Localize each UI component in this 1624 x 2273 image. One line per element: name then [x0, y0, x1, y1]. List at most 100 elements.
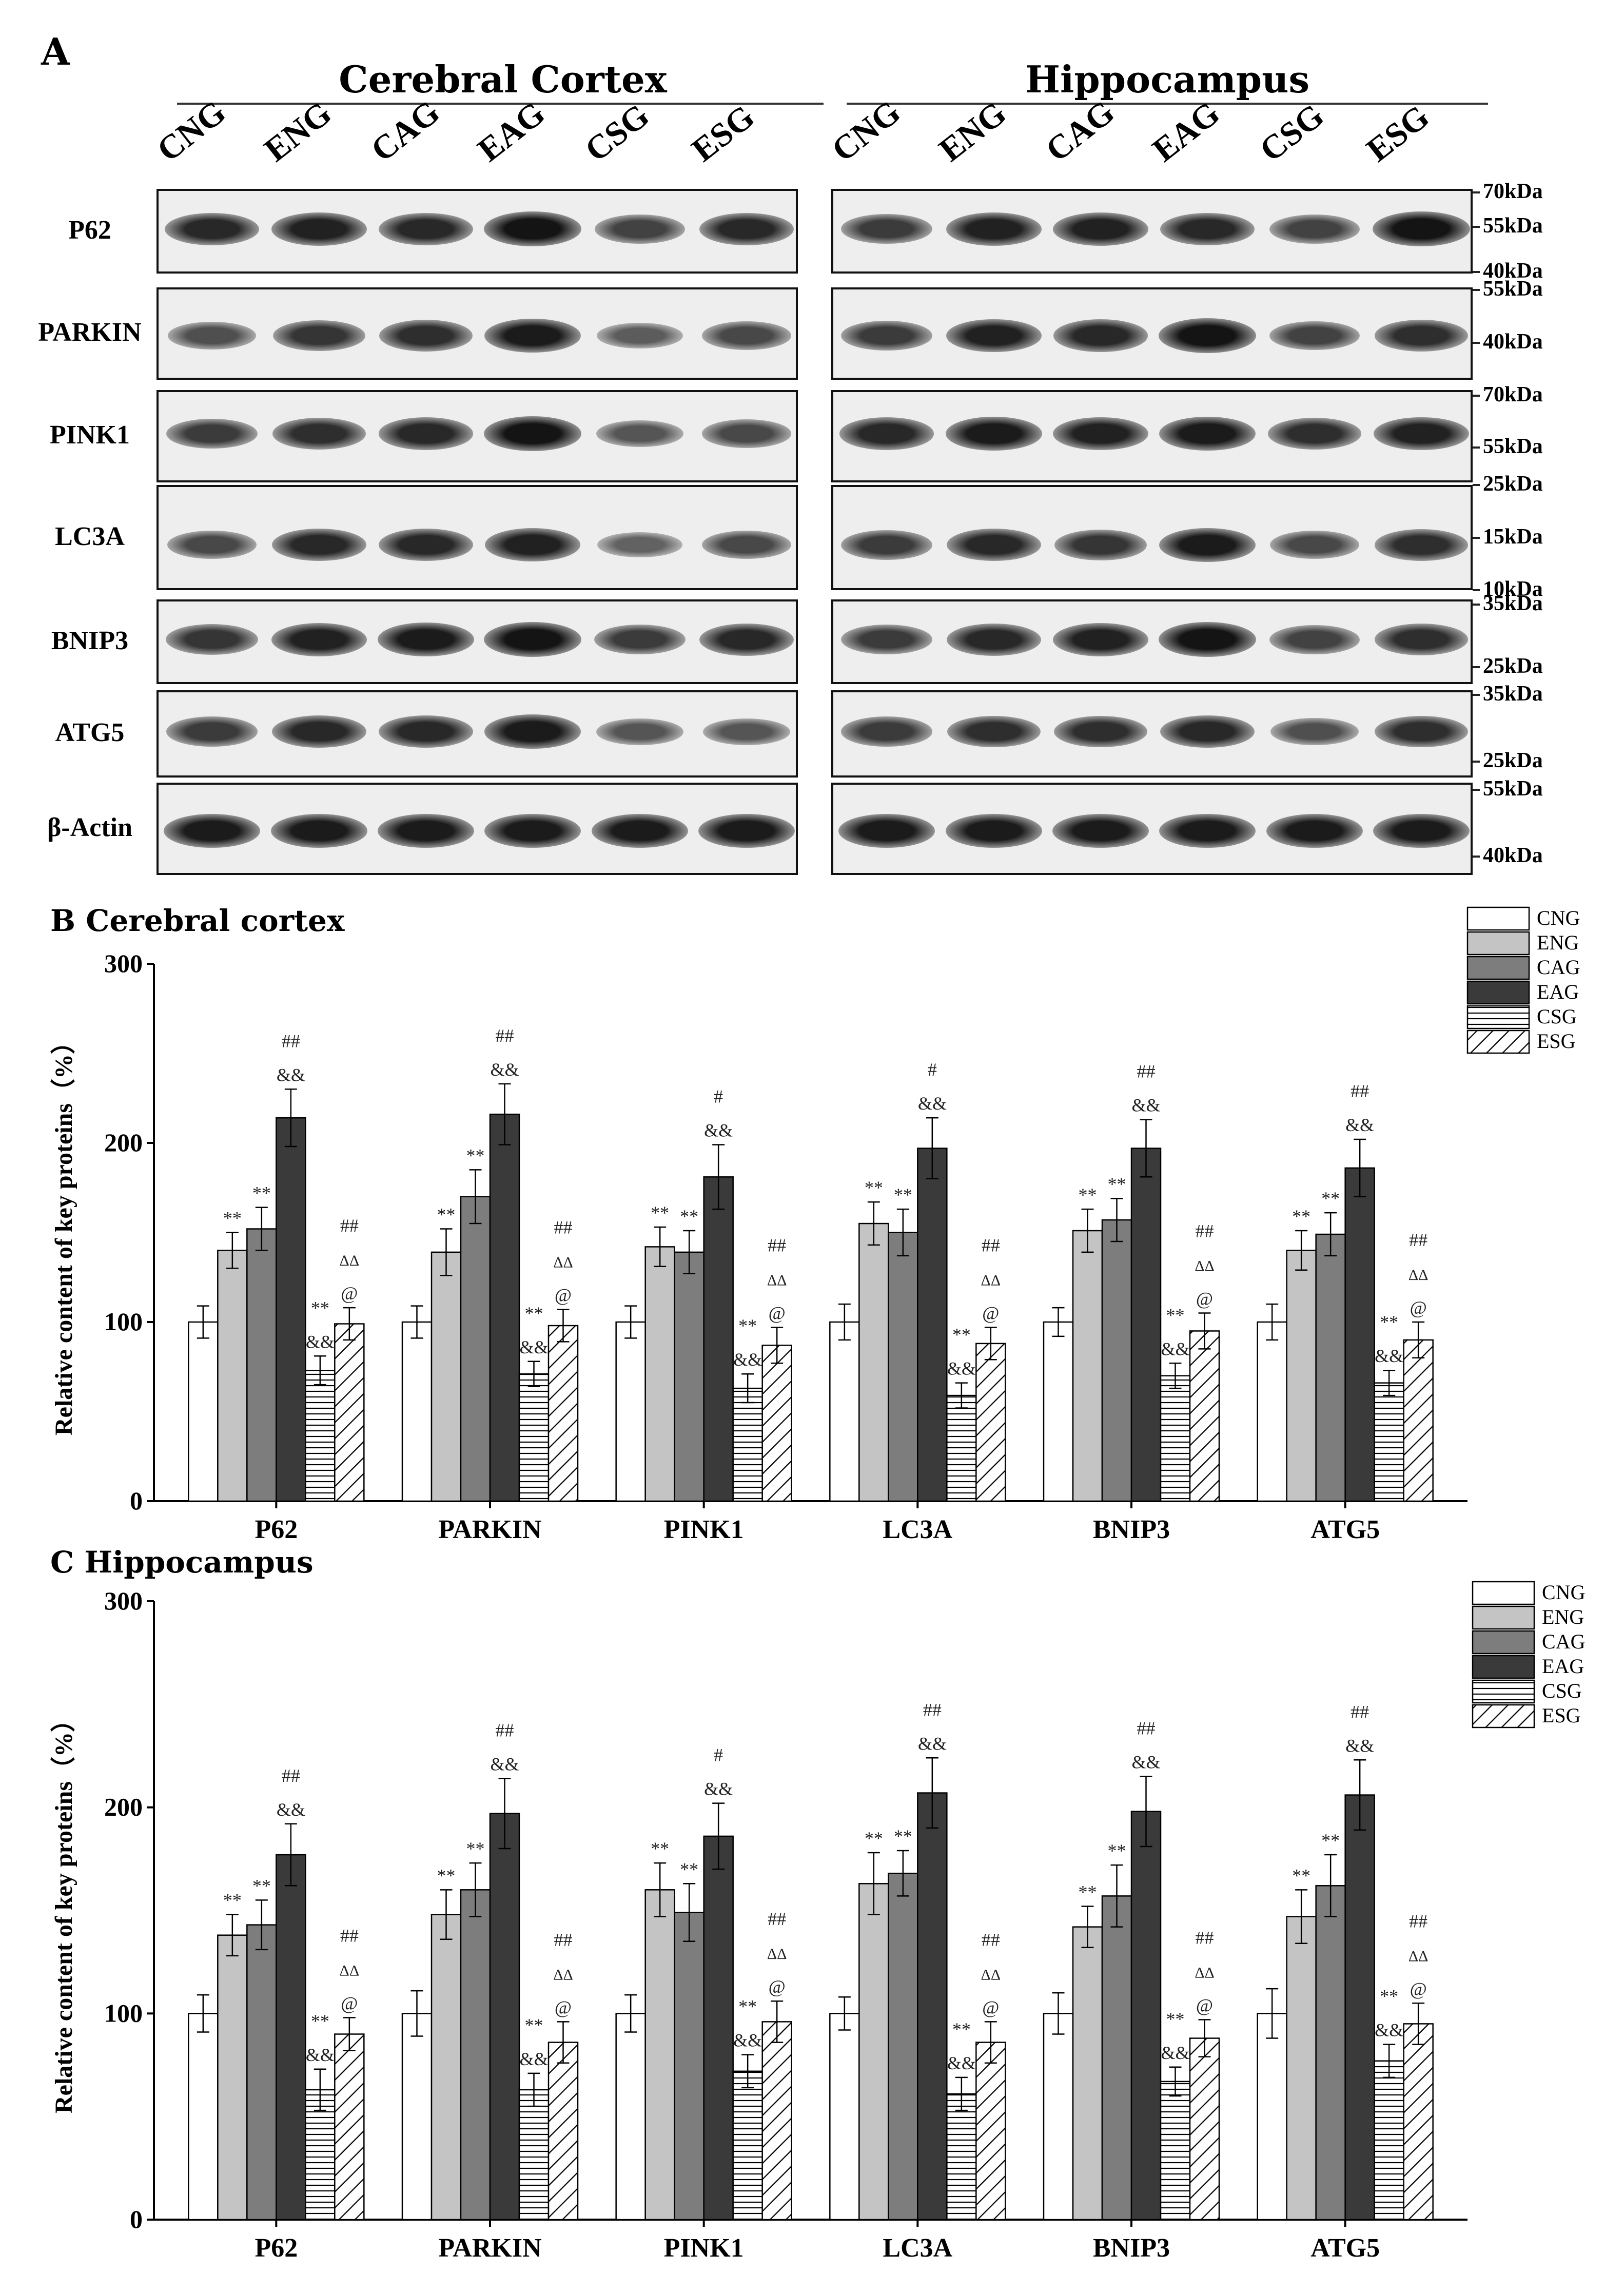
- band-cortex-csg: [596, 718, 683, 745]
- legend-swatch-esg: [1472, 1704, 1535, 1728]
- band-cortex-cng: [164, 813, 261, 848]
- marker-label-40kda: 40kDa: [1483, 259, 1543, 283]
- significance-label: **: [252, 1875, 271, 1896]
- bar-eag-lc3a: [917, 1148, 948, 1502]
- band-cortex-eag: [484, 416, 582, 451]
- significance-label: @: [1196, 1995, 1213, 2015]
- significance-label: ##: [496, 1025, 514, 1046]
- marker-label-10kda: 10kDa: [1483, 577, 1543, 601]
- bar-eng-p62: [217, 1934, 248, 2221]
- legend-swatch-eng: [1472, 1605, 1535, 1630]
- section-underline-cortex: [177, 103, 824, 105]
- bar-cag-lc3a: [888, 1872, 918, 2221]
- band-hippocampus-eng: [945, 416, 1042, 451]
- band-cortex-cag: [378, 212, 473, 245]
- significance-label: ΔΔ: [767, 1946, 787, 1963]
- significance-label: @: [769, 1976, 786, 1997]
- marker-label-40kda: 40kDa: [1483, 330, 1543, 354]
- y-tick-label: 300: [104, 949, 143, 978]
- band-cortex-esg: [699, 212, 794, 245]
- blot-hippocampus-bnip3: [831, 599, 1473, 684]
- significance-label: **: [525, 1303, 543, 1324]
- blot-cortex-atg5: [156, 690, 798, 778]
- bar-eag-atg5: [1344, 1167, 1375, 1502]
- band-cortex-cag: [377, 813, 474, 848]
- band-cortex-cag: [378, 715, 473, 748]
- significance-label: @: [1410, 1978, 1427, 1999]
- significance-label: **: [1166, 2009, 1185, 2029]
- significance-label: **: [252, 1183, 271, 1203]
- band-cortex-eag: [484, 813, 581, 848]
- significance-label: **: [952, 1325, 971, 1345]
- band-hippocampus-cag: [1052, 417, 1148, 451]
- marker-label-55kda: 55kDa: [1483, 214, 1543, 238]
- significance-label: **: [1321, 1830, 1340, 1851]
- marker-label-25kda: 25kDa: [1483, 749, 1543, 773]
- legend-label-eng: ENG: [1542, 1605, 1584, 1628]
- significance-label: ΔΔ: [981, 1272, 1001, 1289]
- y-tick-label: 100: [104, 1307, 143, 1336]
- band-hippocampus-cng: [841, 214, 933, 244]
- significance-label: ##: [554, 1217, 573, 1238]
- band-cortex-eag: [484, 318, 581, 353]
- bar-esg-atg5: [1403, 2023, 1434, 2221]
- bar-cng-lc3a: [829, 2013, 860, 2221]
- band-hippocampus-eag: [1160, 212, 1255, 245]
- bar-cng-p62: [188, 2013, 219, 2221]
- band-hippocampus-cag: [1052, 212, 1148, 246]
- blot-cortex-p62: [156, 189, 798, 274]
- bar-cag-parkin: [460, 1196, 491, 1502]
- significance-label: ##: [496, 1720, 514, 1740]
- band-cortex-cag: [378, 529, 473, 561]
- significance-label: ΔΔ: [340, 1252, 360, 1269]
- band-hippocampus-csg: [1269, 214, 1360, 244]
- significance-label: **: [1380, 1312, 1398, 1332]
- bar-cng-bnip3: [1043, 2013, 1074, 2221]
- significance-label: ##: [768, 1235, 786, 1255]
- band-cortex-eng: [271, 212, 367, 246]
- bar-cng-atg5: [1257, 2013, 1287, 2221]
- significance-label: ##: [282, 1765, 300, 1786]
- significance-label: ΔΔ: [340, 1962, 360, 1979]
- legend-swatch-esg: [1466, 1029, 1530, 1054]
- significance-label: ##: [1137, 1718, 1156, 1738]
- bar-eng-atg5: [1286, 1250, 1317, 1502]
- x-tick-label-atg5: ATG5: [1310, 2233, 1380, 2263]
- significance-label: **: [466, 1145, 485, 1165]
- band-cortex-csg: [596, 420, 683, 447]
- band-cortex-eng: [270, 813, 367, 848]
- band-cortex-esg: [701, 419, 791, 448]
- significance-label: &&: [733, 1349, 762, 1370]
- significance-label: &&: [947, 2053, 976, 2073]
- band-cortex-cng: [166, 624, 259, 655]
- band-cortex-csg: [596, 322, 683, 349]
- marker-tick: [1473, 270, 1480, 273]
- significance-label: **: [952, 2019, 971, 2039]
- significance-label: ΔΔ: [553, 1254, 573, 1271]
- bar-cag-atg5: [1315, 1885, 1346, 2221]
- band-cortex-cag: [378, 417, 473, 450]
- bar-cag-bnip3: [1101, 1895, 1132, 2221]
- significance-label: &&: [1375, 1346, 1403, 1366]
- bar-esg-atg5: [1403, 1339, 1434, 1502]
- marker-tick: [1473, 666, 1480, 668]
- marker-label-55kda: 55kDa: [1483, 434, 1543, 458]
- bar-csg-parkin: [518, 2089, 550, 2221]
- band-hippocampus-cng: [841, 530, 933, 560]
- band-cortex-eng: [271, 623, 367, 656]
- significance-label: **: [738, 1315, 757, 1336]
- significance-label: &&: [277, 1064, 305, 1085]
- x-tick-label-bnip3: BNIP3: [1093, 1515, 1170, 1544]
- significance-label: &&: [490, 1059, 519, 1080]
- bar-csg-pink1: [732, 2070, 763, 2221]
- bar-eag-parkin: [489, 1813, 520, 2221]
- significance-label: &&: [918, 1733, 947, 1754]
- bar-csg-lc3a: [946, 1394, 977, 1502]
- x-tick-label-atg5: ATG5: [1310, 1515, 1380, 1544]
- band-cortex-cng: [166, 716, 258, 747]
- marker-label-55kda: 55kDa: [1483, 277, 1543, 301]
- bar-cng-p62: [188, 1321, 219, 1502]
- significance-label: &&: [1161, 1338, 1189, 1359]
- band-cortex-eng: [271, 529, 366, 561]
- protein-label-beta-actin: β-Actin: [47, 813, 133, 842]
